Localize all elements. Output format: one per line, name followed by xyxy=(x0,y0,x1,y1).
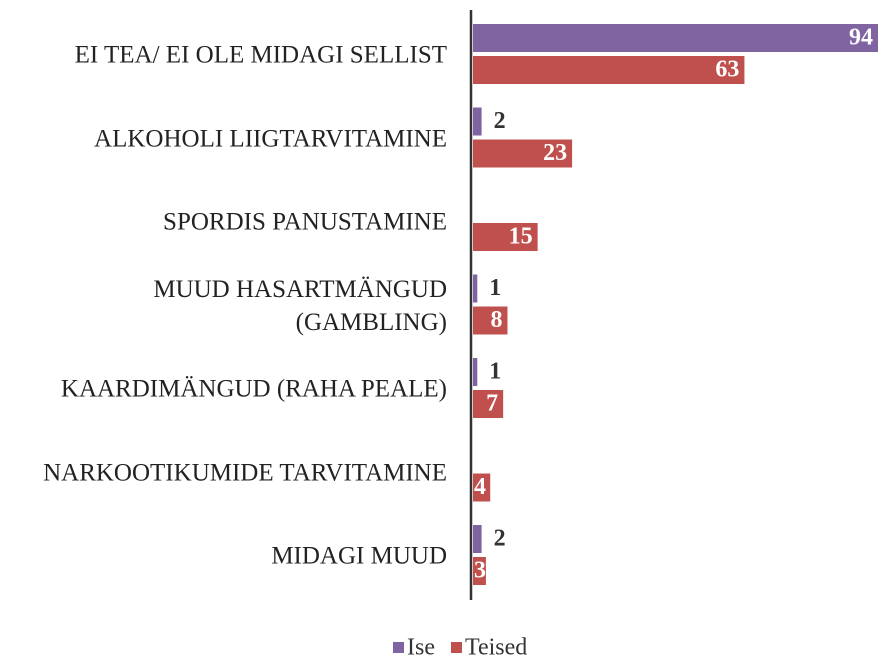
bar xyxy=(473,274,478,303)
legend-swatch xyxy=(393,642,404,653)
bar xyxy=(473,56,745,84)
bar xyxy=(473,525,482,553)
bar xyxy=(473,139,573,168)
bar xyxy=(473,473,491,502)
data-label: 15 xyxy=(509,224,533,250)
category-label: ALKOHOLI LIIGTARVITAMINE xyxy=(94,125,447,152)
category-label: EI TEA/ EI OLE MIDAGI SELLIST xyxy=(74,41,447,69)
bar xyxy=(473,390,504,418)
bar xyxy=(473,24,878,52)
bar xyxy=(473,107,482,136)
data-label: 2 xyxy=(494,526,506,552)
data-label: 2 xyxy=(494,108,506,134)
bar xyxy=(473,223,538,251)
data-label: 7 xyxy=(486,391,498,417)
bar xyxy=(473,358,478,386)
category-label: MIDAGI MUUD xyxy=(271,542,447,570)
category-label: KAARDIMÄNGUD (RAHA PEALE) xyxy=(60,375,447,403)
category-label: SPORDIS PANUSTAMINE xyxy=(163,208,447,236)
data-label: 23 xyxy=(543,140,567,166)
legend-label: Teised xyxy=(465,635,527,661)
data-label: 94 xyxy=(849,25,873,51)
data-label: 4 xyxy=(474,474,486,500)
category-label: NARKOOTIKUMIDE TARVITAMINE xyxy=(43,459,447,486)
legend-label: Ise xyxy=(407,635,435,661)
data-label: 1 xyxy=(489,359,501,385)
bar xyxy=(473,306,508,335)
data-label: 3 xyxy=(474,558,486,584)
bar xyxy=(473,557,486,585)
legend-swatch xyxy=(450,642,462,653)
data-label: 1 xyxy=(489,275,501,301)
data-label: 8 xyxy=(490,307,502,333)
data-label: 63 xyxy=(715,57,739,83)
category-label: MUUD HASARTMÄNGUD (GAMBLING) xyxy=(153,275,447,336)
